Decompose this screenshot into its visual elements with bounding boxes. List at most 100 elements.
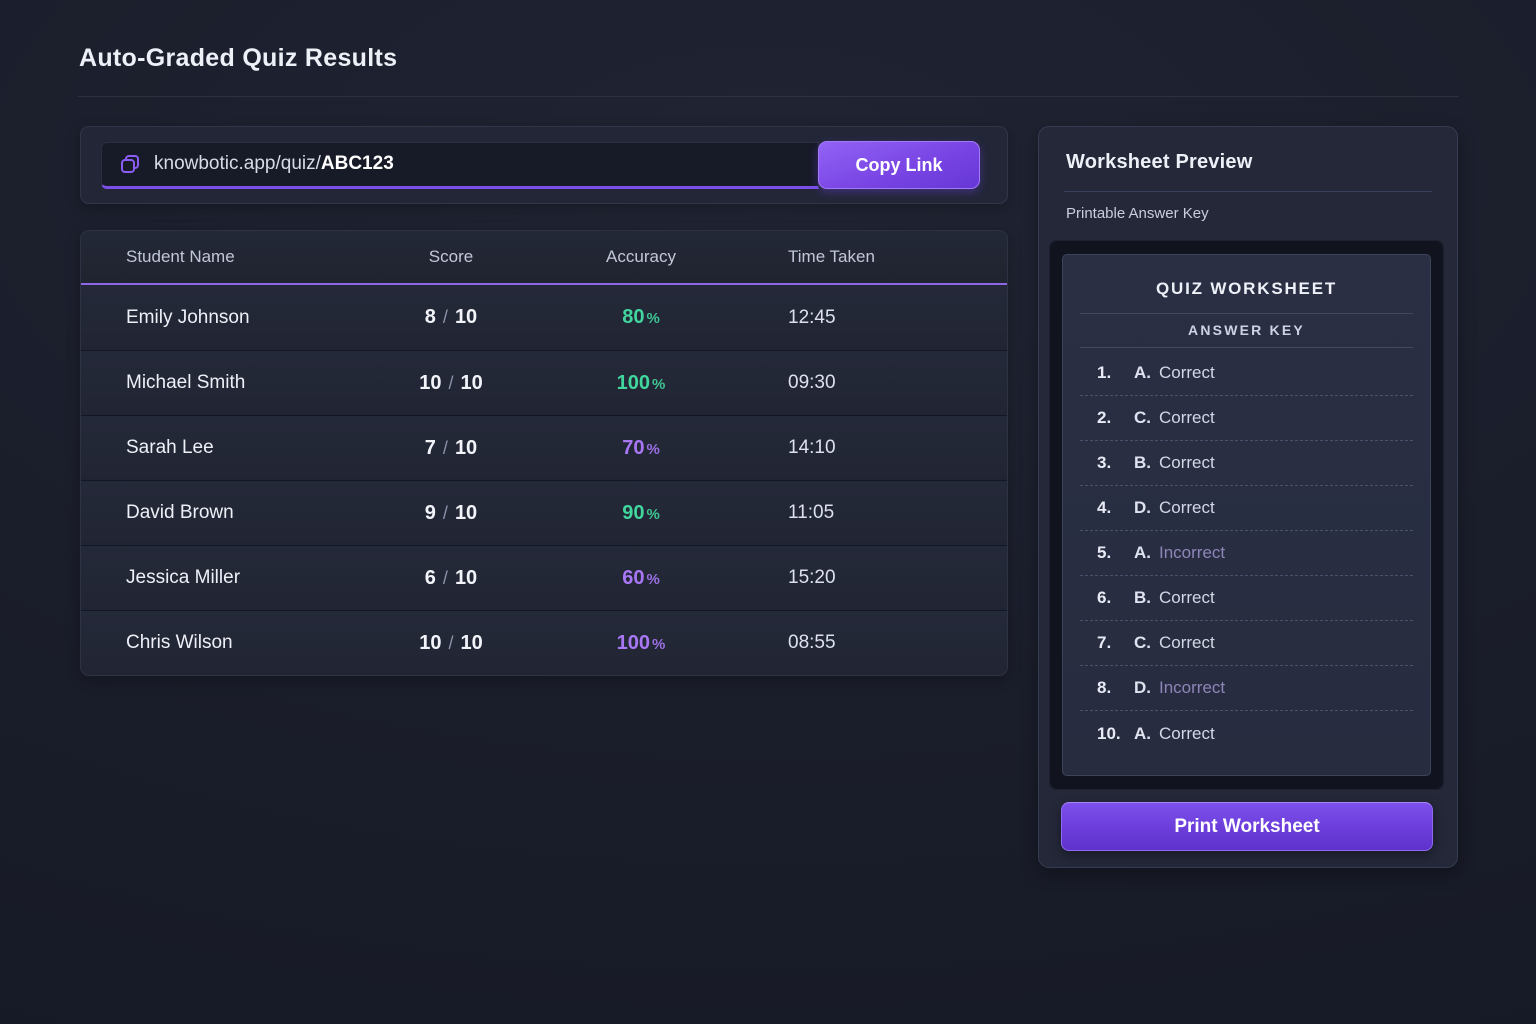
time-cell: 08:55 xyxy=(788,632,836,653)
score-separator: / xyxy=(442,502,448,523)
title-divider xyxy=(78,96,1459,97)
page-title: Auto-Graded Quiz Results xyxy=(79,44,398,72)
percent-sign: % xyxy=(652,375,666,393)
col-accuracy: Accuracy xyxy=(606,247,676,266)
answer-number: 3. xyxy=(1097,453,1112,472)
student-name-cell: Chris Wilson xyxy=(126,632,233,653)
time-cell: 12:45 xyxy=(788,306,836,328)
time-cell: 15:20 xyxy=(788,567,836,588)
student-name-cell: Emily Johnson xyxy=(126,306,250,328)
score-separator: / xyxy=(448,372,454,393)
answer-list: 1. A. Correct 2. C. Correct 3. B. Correc… xyxy=(1080,351,1413,756)
sheet-divider-top xyxy=(1080,313,1413,314)
answer-item: 6. B. Correct xyxy=(1080,576,1413,621)
quiz-link-field[interactable]: knowbotic.app/quiz/ABC123 xyxy=(101,141,819,189)
results-table: Student Name Score Accuracy Time Taken E… xyxy=(80,230,1008,676)
answer-status: Correct xyxy=(1159,588,1215,607)
answer-letter: C. xyxy=(1134,633,1151,652)
answer-letter: D. xyxy=(1134,498,1151,517)
results-rows: Emily Johnson 8/10 80% 12:45 Michael Smi… xyxy=(81,285,1007,675)
accuracy-cell: 100% xyxy=(616,631,666,654)
score-separator: / xyxy=(448,632,454,653)
answer-letter: A. xyxy=(1134,723,1151,743)
answer-item: 5. A. Incorrect xyxy=(1080,531,1413,576)
student-name-cell: David Brown xyxy=(126,502,234,523)
answer-number: 10. xyxy=(1097,723,1121,743)
col-student-name: Student Name xyxy=(126,247,235,266)
quiz-link-code: ABC123 xyxy=(320,153,394,174)
answer-number: 4. xyxy=(1097,498,1112,517)
quiz-link-prefix: knowbotic.app/quiz/ xyxy=(154,153,321,174)
score-cell: 7/10 xyxy=(424,436,478,459)
sheet-divider-bottom xyxy=(1080,347,1413,348)
answer-letter: C. xyxy=(1134,408,1151,427)
copy-link-button[interactable]: Copy Link xyxy=(818,141,980,189)
sheet-title: QUIZ WORKSHEET xyxy=(1155,279,1338,298)
time-cell: 09:30 xyxy=(788,372,836,393)
score-separator: / xyxy=(442,567,448,588)
worksheet-sheet: QUIZ WORKSHEET ANSWER KEY 1. A. Correct … xyxy=(1062,254,1431,776)
answer-item: 10. A. Correct xyxy=(1080,711,1413,756)
answer-status: Correct xyxy=(1159,723,1215,743)
answer-item: 2. C. Correct xyxy=(1080,396,1413,441)
answer-number: 2. xyxy=(1097,408,1112,427)
worksheet-panel: Worksheet Preview Printable Answer Key Q… xyxy=(1038,126,1458,868)
percent-sign: % xyxy=(652,635,666,653)
answer-item: 7. C. Correct xyxy=(1080,621,1413,666)
table-row: Chris Wilson 10/10 100% 08:55 xyxy=(81,610,1007,675)
answer-status: Correct xyxy=(1159,453,1215,472)
col-time-taken: Time Taken xyxy=(788,247,875,266)
answer-number: 5. xyxy=(1097,543,1112,562)
score-separator: / xyxy=(442,437,448,458)
percent-sign: % xyxy=(646,505,660,523)
answer-number: 1. xyxy=(1097,363,1112,382)
worksheet-panel-title: Worksheet Preview xyxy=(1066,151,1253,173)
score-cell: 10/10 xyxy=(419,631,483,654)
answer-letter: B. xyxy=(1134,588,1151,607)
copy-icon xyxy=(118,152,142,176)
answer-status: Incorrect xyxy=(1159,543,1226,562)
worksheet-subtitle: Printable Answer Key xyxy=(1066,205,1209,222)
worksheet-sheet-frame: QUIZ WORKSHEET ANSWER KEY 1. A. Correct … xyxy=(1049,240,1444,790)
score-cell: 10/10 xyxy=(419,371,483,394)
answer-item: 3. B. Correct xyxy=(1080,441,1413,486)
percent-sign: % xyxy=(646,440,660,458)
col-score: Score xyxy=(428,247,474,266)
share-link-card: knowbotic.app/quiz/ABC123 Copy Link xyxy=(80,126,1008,204)
answer-item: 4. D. Correct xyxy=(1080,486,1413,531)
answer-status: Incorrect xyxy=(1159,678,1226,697)
answer-item: 8. D. Incorrect xyxy=(1080,666,1413,711)
score-cell: 9/10 xyxy=(424,501,478,524)
score-separator: / xyxy=(442,307,448,327)
table-row: David Brown 9/10 90% 11:05 xyxy=(81,480,1007,545)
table-row: Michael Smith 10/10 100% 09:30 xyxy=(81,350,1007,415)
results-table-header: Student Name Score Accuracy Time Taken xyxy=(81,231,1007,285)
table-row: Emily Johnson 8/10 80% 12:45 xyxy=(81,285,1007,350)
answer-status: Correct xyxy=(1159,633,1215,652)
accuracy-cell: 70% xyxy=(622,436,660,459)
answer-letter: D. xyxy=(1134,678,1151,697)
student-name-cell: Jessica Miller xyxy=(126,567,241,588)
answer-status: Correct xyxy=(1159,408,1215,427)
percent-sign: % xyxy=(646,570,660,588)
answer-letter: A. xyxy=(1134,363,1151,382)
answer-number: 6. xyxy=(1097,588,1112,607)
table-row: Jessica Miller 6/10 60% 15:20 xyxy=(81,545,1007,610)
student-name-cell: Sarah Lee xyxy=(126,437,214,458)
accuracy-cell: 90% xyxy=(622,501,660,524)
print-worksheet-button[interactable]: Print Worksheet xyxy=(1061,802,1433,851)
answer-letter: A. xyxy=(1134,543,1151,562)
panel-divider xyxy=(1064,191,1432,192)
accuracy-cell: 80% xyxy=(622,306,660,328)
time-cell: 14:10 xyxy=(788,437,836,458)
answer-status: Correct xyxy=(1159,498,1215,517)
answer-number: 8. xyxy=(1097,678,1112,697)
accuracy-cell: 60% xyxy=(622,566,660,589)
percent-sign: % xyxy=(646,310,660,327)
results-section: knowbotic.app/quiz/ABC123 Copy Link Stud… xyxy=(80,126,1008,676)
answer-letter: B. xyxy=(1134,453,1151,472)
score-cell: 6/10 xyxy=(424,566,478,589)
accuracy-cell: 100% xyxy=(616,371,666,394)
student-name-cell: Michael Smith xyxy=(126,372,246,393)
score-cell: 8/10 xyxy=(424,306,478,328)
